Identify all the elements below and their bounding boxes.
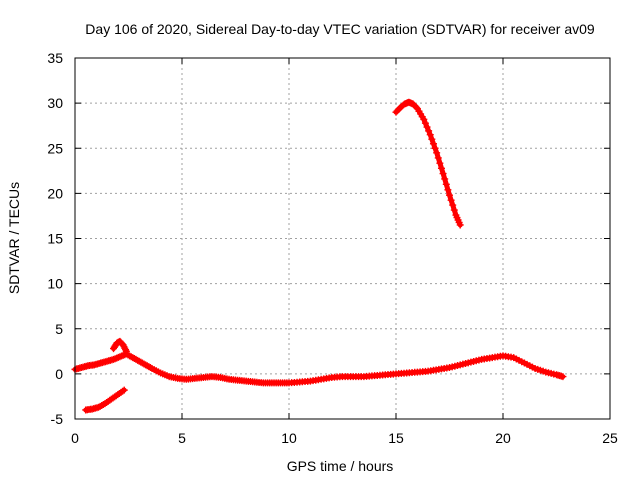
data-point-marker <box>456 221 464 229</box>
y-tick-label: 30 <box>47 95 63 111</box>
data-point-marker <box>450 206 458 214</box>
data-point-marker <box>429 140 437 148</box>
x-tick-label: 0 <box>71 430 79 446</box>
y-axis-label: SDTVAR / TECUs <box>6 182 22 294</box>
y-tick-label: -5 <box>51 411 64 427</box>
data-point-marker <box>421 119 429 127</box>
data-point-marker <box>412 103 420 111</box>
y-tick-label: 35 <box>47 50 63 66</box>
data-point-marker <box>437 164 445 172</box>
y-tick-label: 15 <box>47 231 63 247</box>
y-tick-label: 20 <box>47 185 63 201</box>
data-point-marker <box>447 196 455 204</box>
data-point-marker <box>436 159 444 167</box>
data-point-marker <box>122 346 130 354</box>
data-point-marker <box>120 386 128 394</box>
data-point-marker <box>428 135 436 143</box>
x-axis-label: GPS time / hours <box>287 458 394 474</box>
data-point-marker <box>433 149 441 157</box>
data-point-marker <box>444 186 452 194</box>
data-point-marker <box>559 373 567 381</box>
chart-title: Day 106 of 2020, Sidereal Day-to-day VTE… <box>85 21 595 37</box>
x-tick-label: 5 <box>178 430 186 446</box>
x-tick-label: 25 <box>602 430 618 446</box>
y-tick-label: 10 <box>47 276 63 292</box>
data-point-marker <box>449 201 457 209</box>
data-point-marker <box>423 123 431 131</box>
data-point-marker <box>439 170 447 178</box>
y-tick-label: 5 <box>55 321 63 337</box>
data-point-marker <box>119 341 127 349</box>
plot-frame <box>74 57 611 420</box>
data-point-marker <box>446 191 453 199</box>
x-tick-label: 20 <box>495 430 511 446</box>
x-tick-label: 15 <box>388 430 404 446</box>
y-tick-label: 25 <box>47 140 63 156</box>
series-layer <box>71 98 567 414</box>
data-point-marker <box>426 131 434 139</box>
data-point-marker <box>431 144 439 152</box>
data-point-marker <box>120 343 128 351</box>
data-point-marker <box>434 154 442 162</box>
grid-layer <box>75 58 610 419</box>
ticks-layer: 0 5 10 15 20 25 -5 0 5 10 15 20 25 30 35 <box>47 50 618 446</box>
data-point-marker <box>122 347 130 355</box>
x-tick-label: 10 <box>281 430 297 446</box>
data-point-marker <box>425 127 433 135</box>
series-negative-segment <box>82 386 128 414</box>
data-point-marker <box>119 387 127 395</box>
series-main <box>71 350 567 387</box>
series-trace <box>393 99 463 228</box>
series-early-bump <box>110 337 130 355</box>
data-point-marker <box>420 115 428 123</box>
data-point-marker <box>441 175 449 183</box>
y-tick-label: 0 <box>55 366 63 382</box>
data-point-marker <box>146 364 154 372</box>
data-point-marker <box>121 344 129 352</box>
series-peak-arc <box>392 98 464 229</box>
data-point-marker <box>442 180 450 188</box>
